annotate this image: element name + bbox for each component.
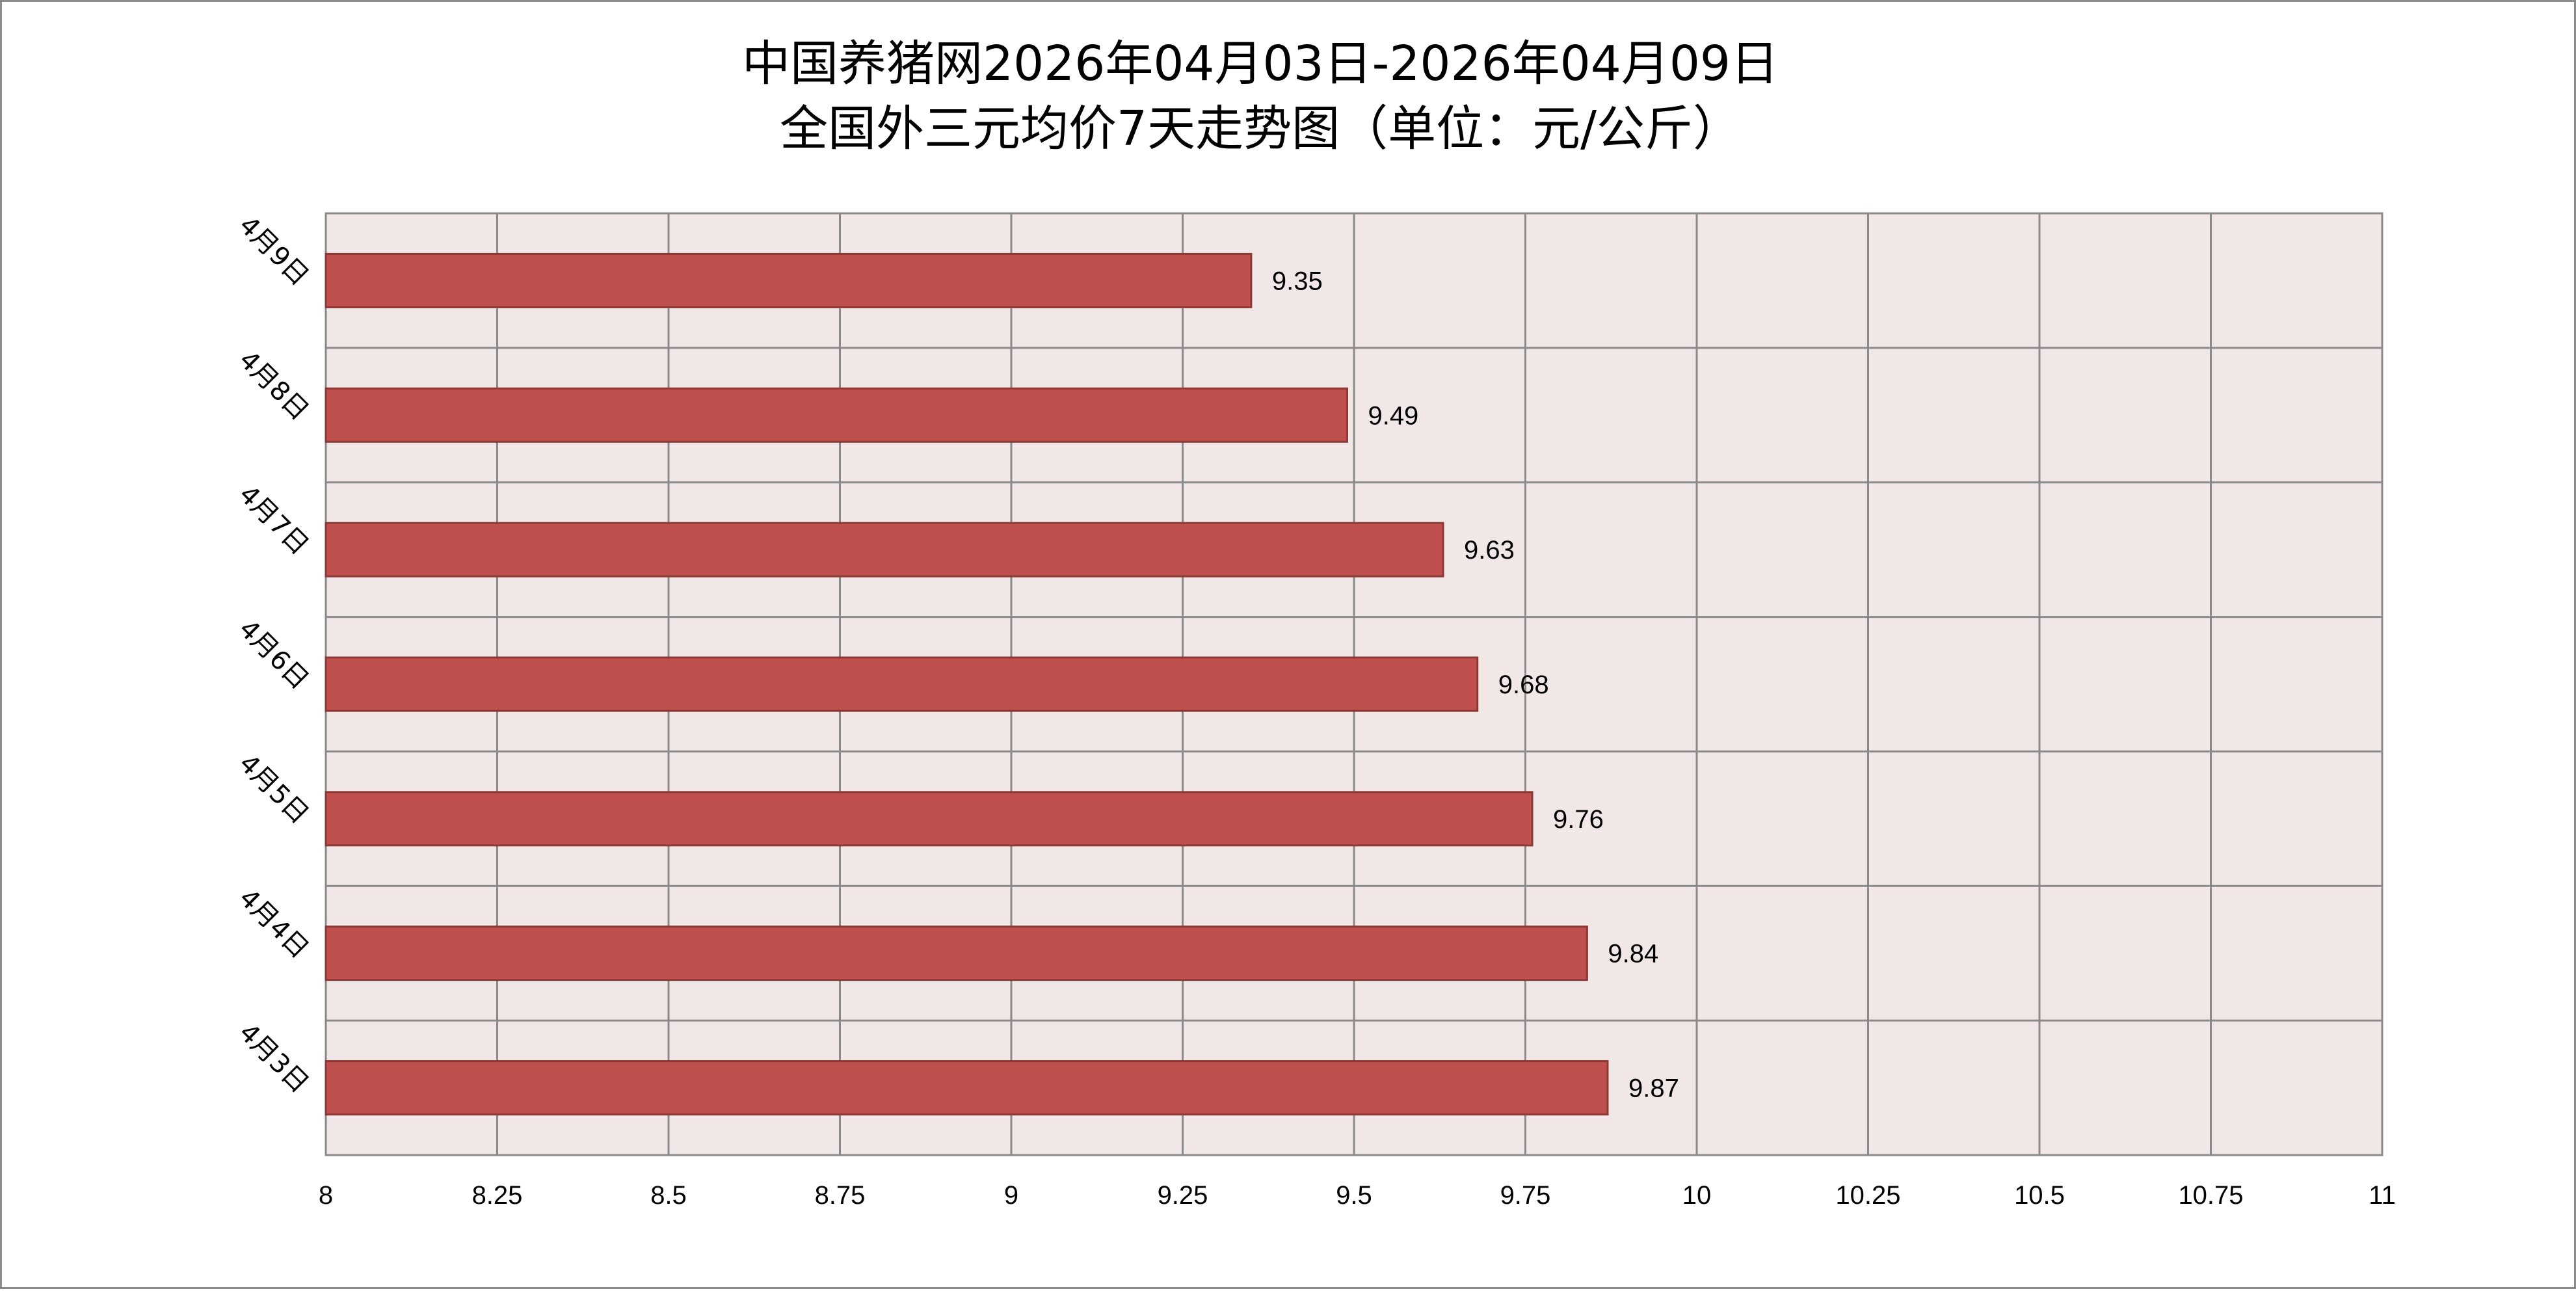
bar xyxy=(325,791,1534,847)
data-label: 9.63 xyxy=(1464,536,1515,565)
x-tick-label: 10.5 xyxy=(2014,1181,2065,1210)
data-label: 9.84 xyxy=(1608,940,1658,968)
data-label: 9.35 xyxy=(1272,267,1323,295)
bar xyxy=(325,522,1444,578)
bar-series xyxy=(325,252,1609,1116)
chart-title-line-2: 全国外三元均价7天走势图（单位：元/公斤） xyxy=(780,101,1741,157)
vertical-gridlines xyxy=(325,213,2383,1155)
data-label: 9.87 xyxy=(1628,1074,1679,1103)
x-tick-label: 8.25 xyxy=(472,1181,523,1210)
data-label: 9.49 xyxy=(1368,401,1418,430)
x-tick-label: 10.25 xyxy=(1835,1181,1900,1210)
y-category-label: 4月3日 xyxy=(233,1018,314,1099)
x-tick-label: 9 xyxy=(1004,1181,1018,1210)
data-label: 9.68 xyxy=(1498,671,1549,699)
x-tick-label: 10.75 xyxy=(2178,1181,2243,1210)
x-tick-label: 10 xyxy=(1682,1181,1712,1210)
x-tick-label: 8.75 xyxy=(815,1181,866,1210)
bar xyxy=(325,656,1479,712)
y-category-label: 4月9日 xyxy=(233,210,314,291)
y-category-label: 4月7日 xyxy=(233,479,314,561)
x-tick-label: 9.25 xyxy=(1158,1181,1208,1210)
x-tick-label: 9.75 xyxy=(1500,1181,1551,1210)
data-label: 9.76 xyxy=(1553,805,1604,834)
horizontal-gridlines xyxy=(326,212,2382,1156)
bar xyxy=(325,925,1588,981)
y-axis-category-labels: 4月9日 4月8日 4月7日 4月6日 4月5日 4月4日 4月3日 xyxy=(233,210,314,1098)
bar xyxy=(325,252,1253,308)
bar xyxy=(325,387,1348,443)
x-axis-tick-labels: 8 8.25 8.5 8.75 9 9.25 9.5 9.75 10 10.25 10.5 10.75… xyxy=(319,1181,2396,1210)
y-category-label: 4月5日 xyxy=(233,749,314,830)
x-tick-label: 11 xyxy=(2369,1181,2396,1210)
y-category-label: 4月8日 xyxy=(233,345,314,426)
y-category-label: 4月6日 xyxy=(233,614,314,695)
data-labels: 9.35 9.49 9.63 9.68 9.76 9.84 9.87 xyxy=(1272,267,1679,1102)
bar xyxy=(325,1060,1609,1116)
chart-title-line-1: 中国养猪网2026年04月03日-2026年04月09日 xyxy=(742,36,1779,92)
x-tick-label: 8.5 xyxy=(650,1181,687,1210)
y-category-label: 4月4日 xyxy=(233,883,314,965)
x-tick-label: 8 xyxy=(319,1181,333,1210)
x-tick-label: 9.5 xyxy=(1336,1181,1372,1210)
